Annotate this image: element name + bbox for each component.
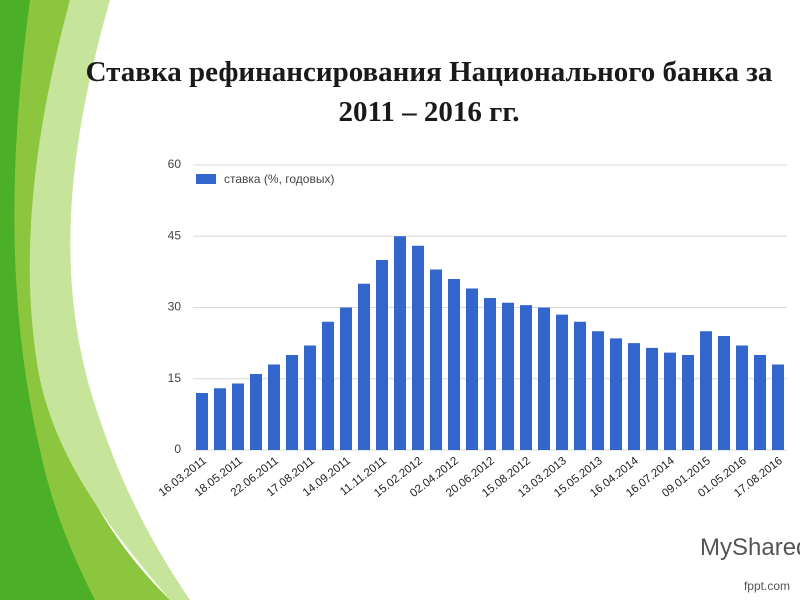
green-swoosh-dark bbox=[0, 0, 95, 600]
bar bbox=[304, 345, 316, 450]
bar bbox=[736, 345, 748, 450]
bar bbox=[466, 288, 478, 450]
bar bbox=[322, 321, 334, 450]
bar bbox=[340, 307, 352, 450]
bar bbox=[592, 331, 604, 450]
bar bbox=[574, 321, 586, 450]
chart-title: Ставка рефинансирования Национального ба… bbox=[85, 56, 773, 128]
bar bbox=[700, 331, 712, 450]
bar bbox=[448, 279, 460, 450]
bar bbox=[214, 388, 226, 450]
footer: fppt.com bbox=[744, 579, 790, 593]
y-tick-label: 30 bbox=[168, 300, 182, 314]
bar bbox=[520, 305, 532, 450]
bar bbox=[718, 336, 730, 450]
bar bbox=[664, 352, 676, 450]
bar bbox=[556, 314, 568, 450]
y-tick-label: 15 bbox=[168, 371, 182, 385]
bar bbox=[430, 269, 442, 450]
legend-label: ставка (%, годовых) bbox=[224, 172, 334, 186]
bar bbox=[646, 347, 658, 450]
bar bbox=[358, 283, 370, 450]
green-swoosh bbox=[0, 0, 170, 600]
bar bbox=[268, 364, 280, 450]
bar bbox=[772, 364, 784, 450]
green-swoosh-light bbox=[29, 0, 190, 600]
bar bbox=[682, 355, 694, 450]
bar bbox=[628, 343, 640, 450]
bar bbox=[502, 302, 514, 450]
watermark: MyShared bbox=[700, 534, 800, 561]
bar bbox=[484, 298, 496, 450]
bar bbox=[412, 245, 424, 450]
bar bbox=[250, 374, 262, 450]
bar bbox=[754, 355, 766, 450]
bar bbox=[394, 236, 406, 450]
legend-swatch bbox=[196, 174, 216, 184]
y-tick-label: 60 bbox=[168, 157, 182, 171]
bar bbox=[196, 393, 208, 450]
bar bbox=[538, 307, 550, 450]
bar bbox=[286, 355, 298, 450]
bar bbox=[232, 383, 244, 450]
y-tick-label: 0 bbox=[174, 442, 181, 456]
bar bbox=[376, 260, 388, 450]
y-tick-label: 45 bbox=[168, 228, 182, 242]
bar bbox=[610, 338, 622, 450]
